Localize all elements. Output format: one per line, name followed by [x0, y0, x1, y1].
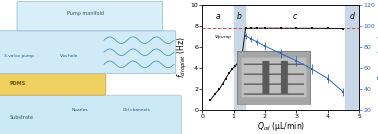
X-axis label: $Q_{oil}$ (μL/min): $Q_{oil}$ (μL/min)	[257, 120, 305, 133]
Text: 3-valve pump: 3-valve pump	[4, 54, 34, 58]
FancyBboxPatch shape	[0, 74, 106, 95]
Text: Oil channels: Oil channels	[123, 108, 150, 112]
FancyBboxPatch shape	[0, 31, 176, 74]
Bar	[234, 5, 245, 110]
FancyBboxPatch shape	[17, 1, 163, 31]
Y-axis label: $f_{droplet}$ (Hz): $f_{droplet}$ (Hz)	[176, 37, 189, 78]
Text: $\nu_{pump}$: $\nu_{pump}$	[214, 34, 232, 43]
Text: Via hole: Via hole	[60, 54, 78, 58]
Text: PDMS: PDMS	[9, 81, 26, 86]
Text: b: b	[237, 12, 242, 21]
Y-axis label: $R_{droplet}$ (μm): $R_{droplet}$ (μm)	[376, 34, 378, 81]
Bar	[345, 5, 359, 110]
Text: a: a	[215, 12, 220, 21]
FancyBboxPatch shape	[0, 95, 181, 134]
Text: Pump manifold: Pump manifold	[67, 11, 104, 16]
Text: d: d	[349, 12, 354, 21]
Text: c: c	[293, 12, 297, 21]
Text: Nozzles: Nozzles	[72, 108, 88, 112]
Text: Substrate: Substrate	[9, 115, 33, 120]
